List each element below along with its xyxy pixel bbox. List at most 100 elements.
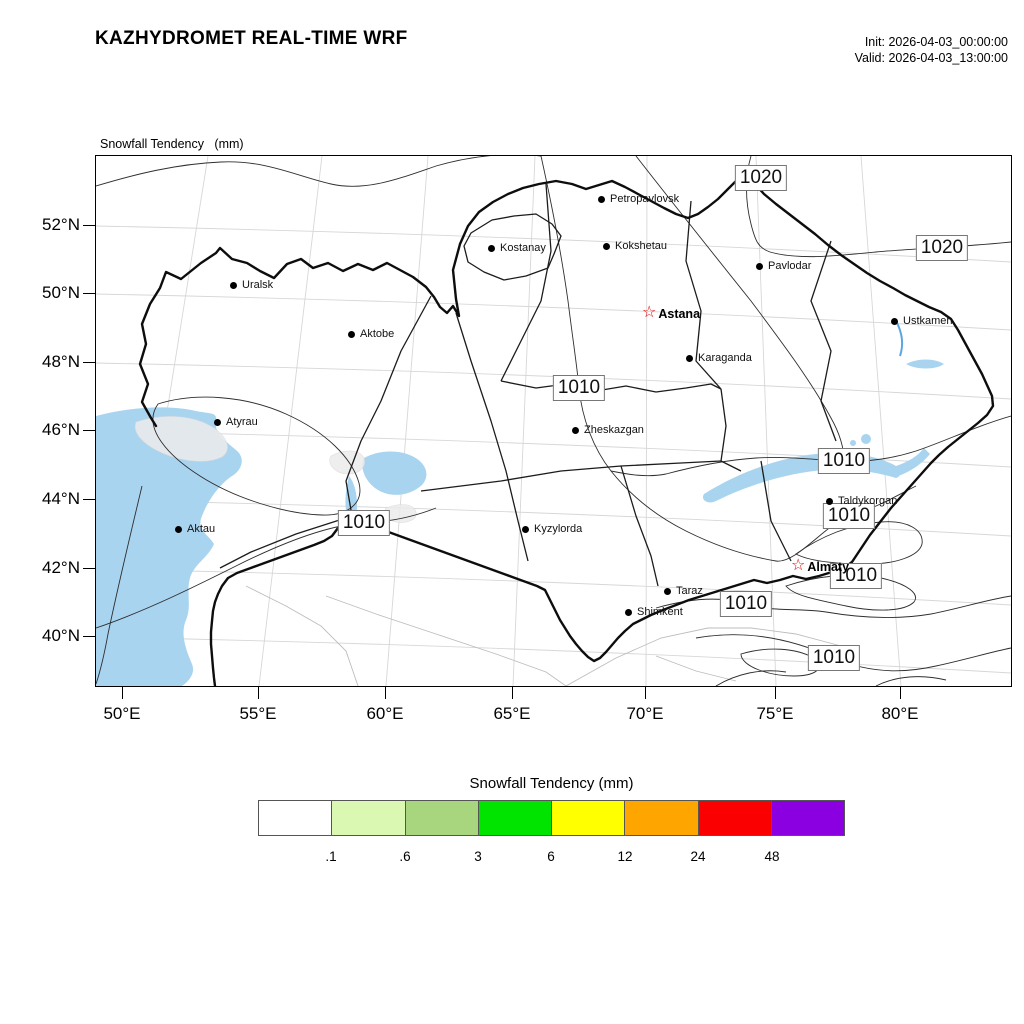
pressure-label: 1010 — [719, 591, 773, 617]
init-time: Init: 2026-04-03_00:00:00 — [864, 35, 1008, 49]
lat-label-50n: 50°N — [42, 283, 80, 302]
lon-label-80e: 80°E — [881, 704, 919, 723]
caspian-sea — [96, 407, 242, 686]
city-dot — [488, 244, 495, 252]
lon-label-60e: 60°E — [366, 704, 404, 723]
city-petropavlovsk: Petropavlovsk — [598, 193, 679, 205]
lon-label-65e: 65°E — [493, 704, 531, 723]
city-taldykorgan: Taldykorgan — [826, 495, 897, 507]
pressure-label: 1010 — [552, 375, 606, 401]
river — [895, 320, 904, 357]
city-dot — [598, 195, 605, 203]
snow-patches — [134, 416, 417, 523]
pressure-label: 1010 — [337, 510, 391, 536]
city-aktobe: Aktobe — [348, 328, 394, 340]
legend-threshold: 3 — [474, 849, 482, 864]
legend-threshold: .1 — [325, 849, 337, 864]
lon-tick — [900, 687, 901, 699]
star-icon: ☆ — [642, 304, 657, 321]
pressure-label: 1010 — [817, 448, 871, 474]
city-karaganda: Karaganda — [686, 352, 752, 364]
lat-tick — [83, 499, 96, 500]
legend-threshold: 48 — [764, 849, 780, 864]
lake-zaysan — [906, 359, 944, 369]
pressure-label: 1010 — [822, 503, 876, 529]
lon-label-70e: 70°E — [626, 704, 664, 723]
lat-label-44n: 44°N — [42, 489, 80, 508]
legend-colorbar — [258, 800, 845, 836]
legend-threshold: 24 — [690, 849, 706, 864]
city-pavlodar: Pavlodar — [756, 260, 811, 272]
city-almaty: ☆ Almaty — [791, 557, 850, 575]
aral-sea — [362, 451, 427, 495]
city-atyrau: Atyrau — [214, 416, 258, 428]
lat-tick — [83, 568, 96, 569]
neighbor-borders — [245, 585, 842, 686]
city-astana: ☆ Astana — [642, 304, 701, 322]
lat-label-40n: 40°N — [42, 626, 80, 645]
lake-balkhash-east — [896, 448, 930, 476]
city-aktau: Aktau — [175, 523, 215, 535]
legend-cell — [697, 801, 771, 835]
city-dot — [214, 418, 221, 426]
pressure-label: 1010 — [807, 645, 861, 671]
lon-tick — [122, 687, 123, 699]
lat-label-52n: 52°N — [42, 215, 80, 234]
map-plot-area: 1020 1020 1010 1010 1010 1010 1010 1010 … — [95, 155, 1012, 687]
field-snowfall: Snowfall Tendency (mm) — [100, 137, 244, 151]
city-dot — [826, 497, 833, 505]
legend-threshold: 12 — [617, 849, 633, 864]
lake-alakol — [861, 434, 871, 444]
legend-cell — [551, 801, 625, 835]
lat-tick — [83, 636, 96, 637]
legend-cell — [624, 801, 698, 835]
star-icon: ☆ — [791, 557, 806, 574]
lat-tick — [83, 225, 96, 226]
lon-label-50e: 50°E — [103, 704, 141, 723]
page-title: KAZHYDROMET REAL-TIME WRF — [95, 28, 408, 49]
city-dot — [230, 281, 237, 289]
lat-tick — [83, 430, 96, 431]
lon-label-75e: 75°E — [756, 704, 794, 723]
city-zheskazgan: Zheskazgan — [572, 424, 644, 436]
legend-cell — [770, 801, 844, 835]
city-dot — [603, 242, 610, 250]
legend-title: Snowfall Tendency (mm) — [469, 775, 634, 792]
lon-label-55e: 55°E — [239, 704, 277, 723]
legend-cell — [404, 801, 478, 835]
city-uralsk: Uralsk — [230, 279, 273, 291]
lon-tick — [645, 687, 646, 699]
pressure-label: 1020 — [915, 235, 969, 261]
legend-threshold: .6 — [399, 849, 411, 864]
city-dot — [522, 525, 529, 533]
city-shimkent: Shimkent — [625, 606, 683, 618]
map-canvas — [96, 156, 1011, 686]
city-dot — [664, 587, 671, 595]
city-dot — [175, 525, 182, 533]
lon-tick — [775, 687, 776, 699]
pressure-label: 1020 — [734, 165, 788, 191]
legend-cell — [259, 801, 332, 835]
city-dot — [572, 426, 579, 434]
city-dot — [625, 608, 632, 616]
lake-small — [850, 440, 856, 446]
pressure-label: 1010 — [829, 563, 883, 589]
lon-tick — [385, 687, 386, 699]
lat-tick — [83, 362, 96, 363]
lat-label-46n: 46°N — [42, 420, 80, 439]
oblast-borders — [219, 183, 837, 587]
kazakhstan-border — [138, 172, 995, 686]
lon-tick — [512, 687, 513, 699]
lat-label-48n: 48°N — [42, 352, 80, 371]
legend-threshold: 6 — [547, 849, 555, 864]
city-dot — [348, 330, 355, 338]
city-dot — [756, 262, 763, 270]
lat-label-42n: 42°N — [42, 558, 80, 577]
lon-tick — [258, 687, 259, 699]
legend-cell — [477, 801, 551, 835]
city-kokshetau: Kokshetau — [603, 240, 667, 252]
legend-cell — [331, 801, 405, 835]
city-dot — [686, 354, 693, 362]
run-timestamps: Init: 2026-04-03_00:00:00 Valid: 2026-04… — [855, 34, 1008, 66]
